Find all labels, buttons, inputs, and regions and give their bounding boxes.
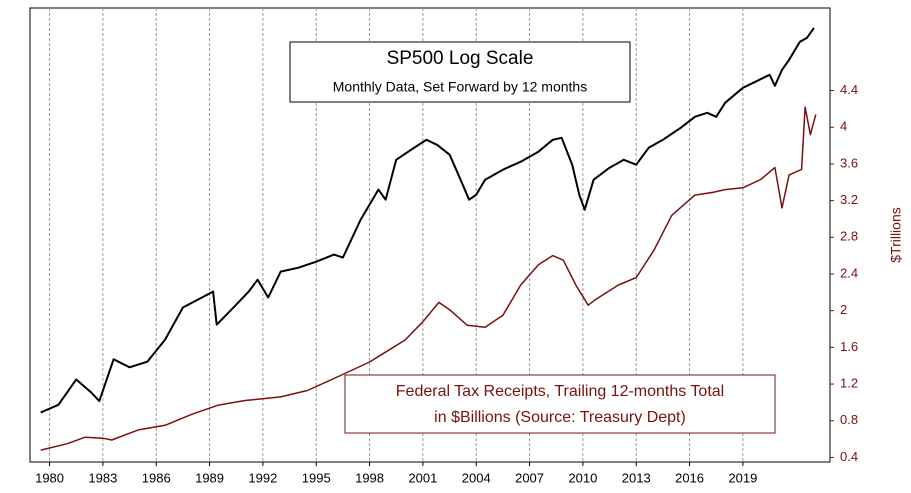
x-tick-label: 2016 (675, 470, 704, 485)
x-tick-label: 2007 (515, 470, 544, 485)
plot-frame (29, 7, 831, 463)
x-tick-label: 2019 (728, 470, 757, 485)
series-line (40, 27, 815, 414)
y2-tick-label: 2 (840, 302, 847, 317)
y2-tick-label: 3.6 (840, 155, 858, 170)
x-tick-label: 1980 (35, 470, 64, 485)
annotation: in $Billions (Source: Treasury Dept) (434, 409, 686, 426)
x-tick-label: 1998 (355, 470, 384, 485)
annotation: Federal Tax Receipts, Trailing 12-months… (396, 383, 724, 400)
y2-tick-label: 3.2 (840, 192, 858, 207)
x-tick-label: 1995 (302, 470, 331, 485)
x-tick-label: 1983 (88, 470, 117, 485)
x-tick-label: 1989 (195, 470, 224, 485)
x-tick-label: 2004 (462, 470, 491, 485)
x-tick-label: 2001 (408, 470, 437, 485)
annotation-box (344, 374, 776, 434)
x-tick-label: 1992 (248, 470, 277, 485)
title-box (289, 41, 631, 103)
y2-tick-label: 4 (840, 119, 847, 134)
x-tick-label: 2010 (568, 470, 597, 485)
y2-tick-label: 0.8 (840, 412, 858, 427)
y2-tick-label: 2.4 (840, 265, 858, 280)
y2-tick-label: 0.4 (840, 449, 858, 464)
y2-tick-label: 1.6 (840, 339, 858, 354)
y2-tick-label: 1.2 (840, 375, 858, 390)
lines (40, 27, 817, 451)
y2-axis-label: $Trillions (888, 207, 904, 263)
series-line (40, 106, 817, 451)
chart-title: SP500 Log Scale (387, 48, 534, 69)
y2-tick-label: 4.4 (840, 82, 858, 97)
x-tick-label: 2013 (622, 470, 651, 485)
y2-tick-label: 2.8 (840, 229, 858, 244)
chart-subtitle: Monthly Data, Set Forward by 12 months (333, 79, 587, 95)
x-tick-label: 1986 (142, 470, 171, 485)
